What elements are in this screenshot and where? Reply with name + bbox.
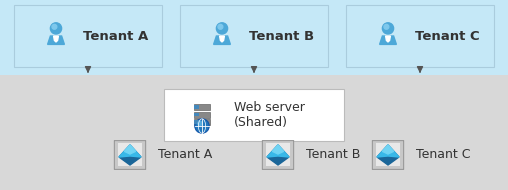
FancyBboxPatch shape [375,143,400,166]
Polygon shape [267,145,289,165]
FancyBboxPatch shape [117,143,142,166]
FancyBboxPatch shape [194,104,210,110]
Text: Tenant B: Tenant B [249,29,314,43]
FancyBboxPatch shape [114,141,146,169]
Text: Tenant C: Tenant C [416,149,470,162]
Polygon shape [219,36,225,42]
FancyBboxPatch shape [195,120,200,124]
Circle shape [383,23,394,34]
Bar [0,75,508,190]
Text: Tenant A: Tenant A [158,149,212,162]
Text: Tenant C: Tenant C [415,29,480,43]
Circle shape [52,24,57,29]
Polygon shape [124,145,136,154]
FancyBboxPatch shape [266,143,291,166]
Polygon shape [377,145,399,165]
Polygon shape [267,145,289,157]
Circle shape [197,121,203,126]
FancyBboxPatch shape [346,5,494,67]
Polygon shape [119,145,141,157]
FancyBboxPatch shape [180,5,328,67]
Polygon shape [213,36,231,44]
FancyBboxPatch shape [164,89,344,141]
Polygon shape [54,36,58,42]
FancyBboxPatch shape [195,105,200,109]
Polygon shape [386,36,391,42]
Bar [0,0,508,75]
Circle shape [218,24,223,29]
FancyBboxPatch shape [14,5,162,67]
Polygon shape [119,145,141,165]
Polygon shape [48,36,65,44]
FancyBboxPatch shape [195,113,200,116]
FancyBboxPatch shape [194,119,210,125]
Polygon shape [383,145,394,154]
Circle shape [216,23,228,34]
FancyBboxPatch shape [194,112,210,118]
Circle shape [50,23,61,34]
Circle shape [384,24,389,29]
FancyBboxPatch shape [262,141,294,169]
Text: Web server
(Shared): Web server (Shared) [234,101,305,129]
Circle shape [195,119,209,133]
Text: Tenant B: Tenant B [306,149,360,162]
Polygon shape [377,145,399,157]
Polygon shape [272,145,283,154]
Text: Tenant A: Tenant A [83,29,148,43]
Polygon shape [379,36,396,44]
FancyBboxPatch shape [372,141,404,169]
